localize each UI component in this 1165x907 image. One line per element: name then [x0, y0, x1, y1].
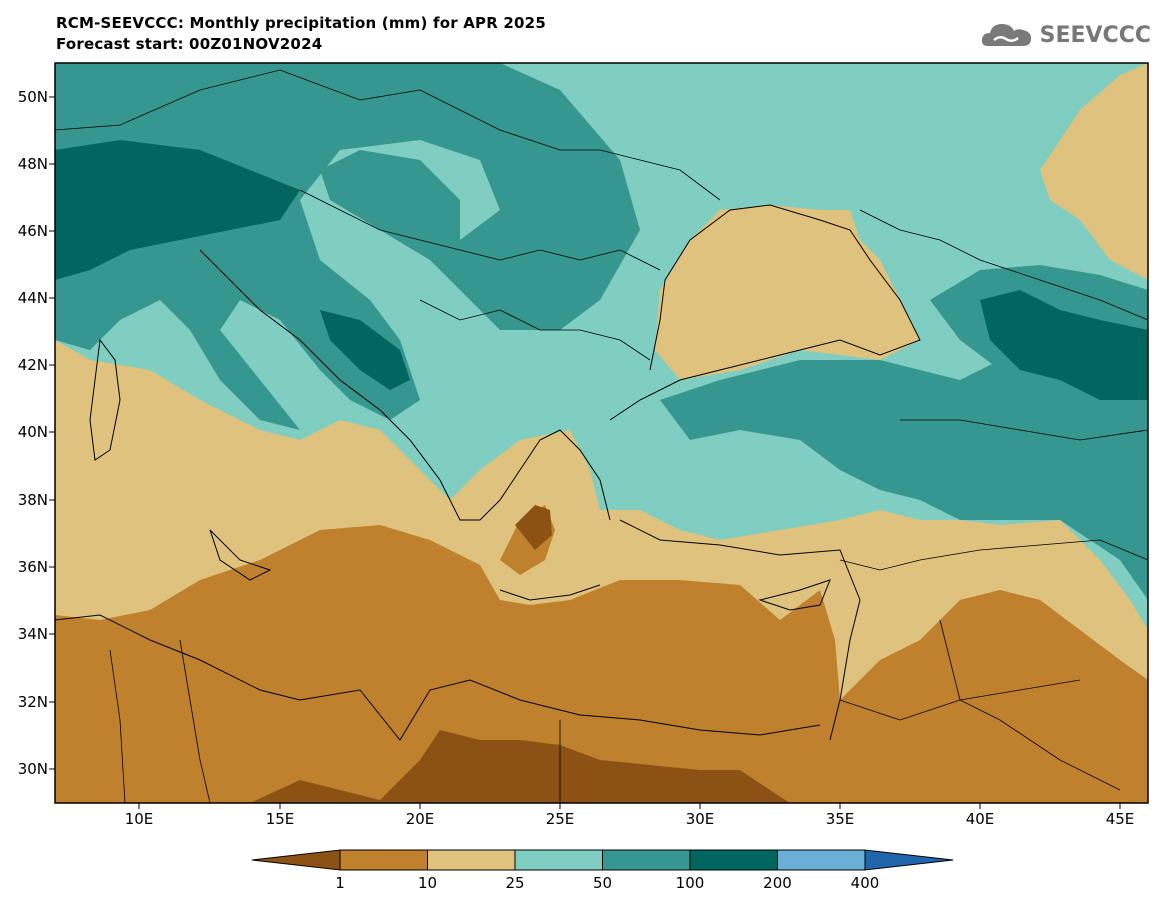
lat-label: 40N	[17, 423, 48, 441]
field-10-25-ukraine	[1040, 63, 1148, 280]
field-below-1-greece	[515, 505, 552, 550]
lat-label: 48N	[17, 155, 48, 173]
lat-label: 42N	[17, 356, 48, 374]
lon-label: 25E	[545, 810, 575, 828]
lon-label: 30E	[685, 810, 715, 828]
lon-label: 35E	[825, 810, 855, 828]
colorbar	[251, 849, 954, 871]
lat-label: 36N	[17, 558, 48, 576]
colorbar-segment	[602, 849, 691, 871]
forecast-start: Forecast start: 00Z01NOV2024	[56, 35, 323, 53]
cloud-icon	[981, 24, 1031, 46]
lat-label: 38N	[17, 491, 48, 509]
colorbar-segment	[427, 849, 516, 871]
colorbar-label: 10	[417, 874, 438, 892]
field-100-200-dinaric	[320, 310, 410, 390]
field-1-10-africa	[55, 525, 1148, 803]
colorbar-label: 1	[335, 874, 345, 892]
colorbar-label: 100	[675, 874, 705, 892]
field-100-200-caucasus	[980, 290, 1148, 400]
colorbar-label: 25	[505, 874, 525, 892]
borders	[55, 69, 1148, 803]
lon-label: 10E	[124, 810, 154, 828]
field-50-100-anatolia	[660, 340, 1148, 600]
seevccc-logo: SEEVCCC	[980, 20, 1151, 50]
field-10-25-blacksea	[655, 205, 920, 380]
colorbar-label: 50	[592, 874, 613, 892]
map-title: RCM-SEEVCCC: Monthly precipitation (mm) …	[56, 14, 546, 32]
colorbar-low-arrow	[251, 849, 341, 871]
lon-label: 45E	[1105, 810, 1135, 828]
colorbar-segment	[514, 849, 603, 871]
field-below-1	[250, 730, 790, 803]
colorbar-segment	[339, 849, 428, 871]
colorbar-segment	[689, 849, 778, 871]
logo-text: SEEVCCC	[1039, 22, 1151, 48]
lat-label: 34N	[17, 625, 48, 643]
lat-label: 46N	[17, 222, 48, 240]
lon-label: 20E	[405, 810, 435, 828]
lat-label: 30N	[17, 760, 48, 778]
colorbar-label: 400	[850, 874, 880, 892]
colorbar-label: 200	[763, 874, 792, 892]
colorbar-segment	[777, 849, 866, 871]
axis-ticks	[49, 96, 1121, 809]
colorbar-high-arrow	[864, 849, 954, 871]
field-100-200-north	[55, 140, 300, 280]
field-10-25-west	[55, 520, 120, 610]
map-frame	[54, 62, 1149, 804]
coastlines	[55, 204, 921, 741]
lon-label: 15E	[265, 810, 295, 828]
lat-label: 44N	[17, 289, 48, 307]
lon-label: 40E	[965, 810, 995, 828]
lat-label: 50N	[17, 88, 48, 106]
lat-label: 32N	[17, 693, 48, 711]
